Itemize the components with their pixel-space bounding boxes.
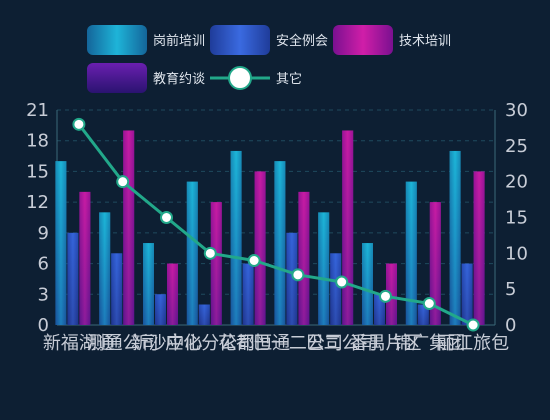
legend-item: 岗前培训 <box>87 25 205 55</box>
line-point <box>422 297 436 310</box>
y-right-tick-label: 0 <box>505 315 516 336</box>
line-point <box>116 175 130 189</box>
line-point <box>203 246 217 260</box>
bar-shine <box>298 191 310 325</box>
legend-swatch <box>333 25 393 55</box>
line-point <box>335 275 349 289</box>
x-tick-label: 新福湖通 <box>43 333 115 354</box>
bar-shine <box>342 130 354 325</box>
line-series-path <box>77 123 474 327</box>
bar-shine <box>99 212 111 325</box>
bar-shine <box>286 232 298 325</box>
bar-shine <box>230 150 242 325</box>
line-point <box>291 268 305 282</box>
bar-shine <box>429 202 441 325</box>
x-tick-label: 测通公司 <box>87 333 159 354</box>
bar-shine <box>405 181 417 325</box>
bar-shine <box>167 263 178 325</box>
bar-shine <box>473 171 485 325</box>
y-right-tick-label: 5 <box>505 279 516 300</box>
y-right-tick-label: 25 <box>505 136 528 157</box>
line-point <box>247 254 261 267</box>
bar-shine <box>318 212 330 325</box>
legend-item: 其它 <box>210 66 302 90</box>
bar-shine <box>111 253 123 325</box>
bar-shine <box>461 263 473 325</box>
bar-shine <box>67 232 79 325</box>
bar-shine <box>449 150 461 325</box>
y-left-tick-label: 6 <box>38 254 49 275</box>
y-left-tick-label: 21 <box>26 100 49 121</box>
bar-shine <box>417 304 429 325</box>
legend-item: 教育约谈 <box>87 63 205 93</box>
y-left-tick-label: 9 <box>38 223 49 244</box>
bar-shine <box>123 130 135 325</box>
legend-swatch <box>87 25 147 55</box>
line-point <box>72 117 86 131</box>
y-left-tick-label: 0 <box>38 315 49 336</box>
x-tick-label: 锦广集团 <box>393 333 465 354</box>
y-right-tick-label: 20 <box>505 172 528 193</box>
bar-shine <box>274 161 286 325</box>
bar-shine <box>55 161 67 325</box>
x-tick-label: 番禺片区 <box>350 333 422 354</box>
line-point <box>160 211 173 224</box>
legend-label: 其它 <box>276 71 302 87</box>
bar-shine <box>210 202 222 325</box>
y-right-tick-label: 10 <box>505 243 528 264</box>
bar-shine <box>186 181 198 325</box>
bar-shine <box>254 171 266 325</box>
x-tick-label: 巴一二公司 <box>253 333 343 354</box>
legend-swatch <box>87 63 147 93</box>
y-left-tick-label: 15 <box>26 161 49 182</box>
legend-point-swatch <box>228 66 252 90</box>
legend-label: 技术培训 <box>399 33 451 49</box>
y-left-tick-label: 3 <box>38 284 49 305</box>
bar-shine <box>143 243 154 325</box>
bar-shine <box>362 243 373 325</box>
line-point <box>379 289 392 303</box>
y-left-tick-label: 18 <box>26 131 49 152</box>
y-right-tick-label: 30 <box>505 100 528 121</box>
x-tick-label: 巴二公司 <box>306 333 378 354</box>
legend-item: 安全例会 <box>210 25 328 55</box>
line-point <box>466 318 480 332</box>
bar-shine <box>374 294 385 325</box>
legend-swatch <box>210 25 270 55</box>
legend-item: 技术培训 <box>333 25 451 55</box>
legend-label: 安全例会 <box>276 33 328 49</box>
bar-shine <box>155 294 166 325</box>
x-tick-label: 丽江旅包 <box>437 333 509 354</box>
y-right-tick-label: 15 <box>505 208 528 229</box>
bar-shine <box>330 253 342 325</box>
legend-label: 教育约谈 <box>153 71 205 87</box>
x-tick-label: 新沙中心 <box>131 333 203 354</box>
x-tick-label: 花都恒通 <box>218 333 290 354</box>
legend-label: 岗前培训 <box>153 33 205 49</box>
bar-shine <box>198 304 210 325</box>
bar-shine <box>79 191 91 325</box>
x-tick-label: 应化分公司 <box>165 333 255 354</box>
bar-shine <box>242 263 254 325</box>
y-left-tick-label: 12 <box>26 192 49 213</box>
